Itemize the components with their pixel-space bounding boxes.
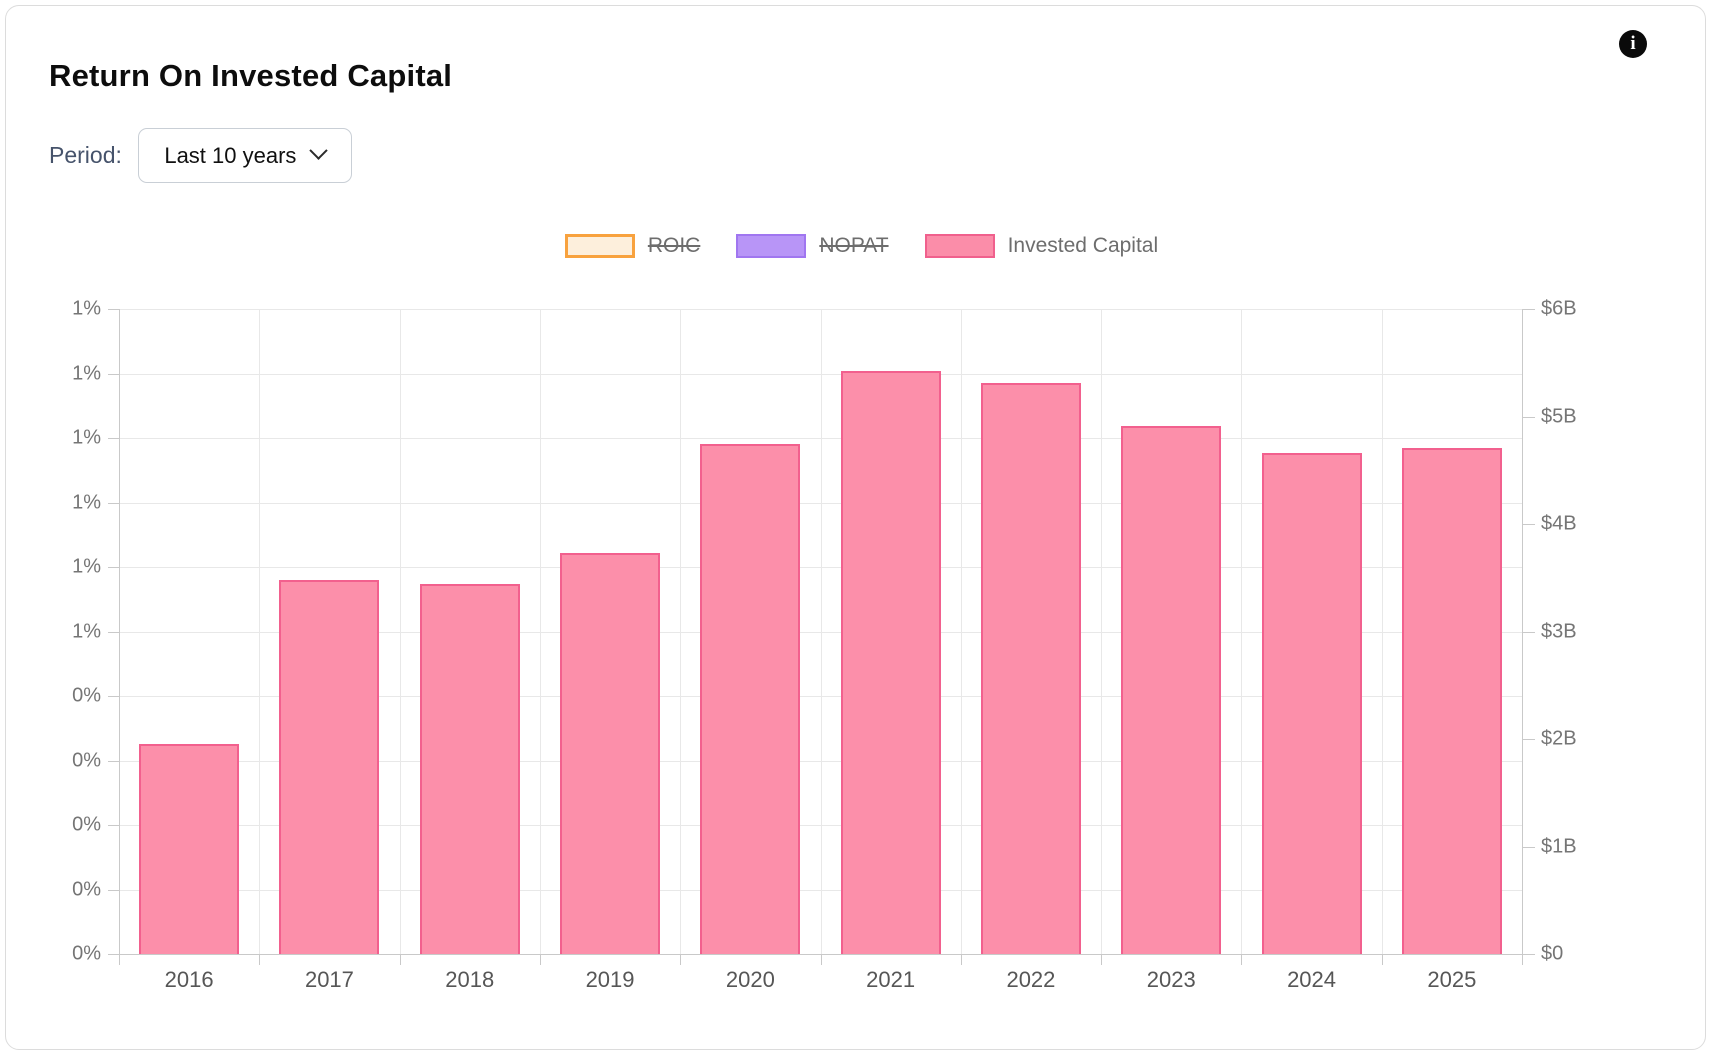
- legend-label: Invested Capital: [1007, 234, 1159, 257]
- right-axis-tick-label: $2B: [1541, 727, 1577, 750]
- x-axis-tick: [960, 954, 962, 965]
- right-axis-tick: [1522, 524, 1535, 525]
- right-axis-tick-label: $6B: [1541, 297, 1577, 320]
- left-axis-tick: [108, 889, 119, 891]
- legend-item-roic[interactable]: ROIC: [564, 234, 701, 258]
- roic-bar-chart: 1% 1% 1% 1% 1% 1% 0% 0% 0% 0% 0% $6B $5B $4B $3B $2B $1B…: [6, 6, 1711, 1061]
- left-axis-tick: [108, 309, 119, 310]
- bar-2024[interactable]: [1261, 453, 1362, 954]
- x-axis-label-2024: 2024: [1287, 967, 1337, 992]
- x-axis-tick: [820, 954, 822, 965]
- left-axis-tick-label: 1%: [72, 426, 101, 449]
- gridline-vertical: [119, 309, 120, 954]
- right-axis-tick-label: $1B: [1541, 835, 1577, 857]
- left-axis-tick: [108, 760, 119, 762]
- period-row: Period: Last 10 years: [49, 128, 352, 183]
- right-axis-tick: [1522, 954, 1535, 955]
- x-axis-label-2020: 2020: [725, 967, 775, 992]
- left-axis-tick: [108, 567, 119, 568]
- gridline-vertical: [960, 309, 962, 954]
- gridline-vertical: [539, 309, 541, 954]
- gridline-vertical: [1241, 309, 1243, 954]
- x-axis-tick: [680, 954, 682, 965]
- right-axis-tick: [1522, 631, 1535, 633]
- chart-legend: ROIC NOPAT Invested Capital: [6, 234, 1711, 258]
- legend-label: NOPAT: [819, 234, 889, 257]
- right-axis-tick: [1522, 416, 1535, 418]
- left-axis-tick: [108, 954, 119, 955]
- left-axis-tick: [108, 696, 119, 697]
- left-axis-tick-label: 0%: [72, 813, 101, 836]
- right-axis-tick-label: $0: [1541, 942, 1564, 965]
- gridline-vertical: [820, 309, 822, 954]
- gridline-vertical: [680, 309, 682, 954]
- legend-label: ROIC: [647, 234, 701, 257]
- left-axis-tick-label: 0%: [72, 749, 101, 771]
- x-axis-tick: [119, 954, 120, 965]
- period-select[interactable]: Last 10 years: [137, 128, 352, 183]
- left-axis-tick-label: 1%: [72, 491, 101, 513]
- bar-2023[interactable]: [1121, 426, 1222, 954]
- bar-2016[interactable]: [139, 744, 240, 954]
- legend-swatch-icon: [564, 234, 635, 258]
- roic-card: Return On Invested Capital i Period: Las…: [5, 5, 1706, 1050]
- info-icon[interactable]: i: [1619, 30, 1647, 58]
- gridline-vertical: [1381, 309, 1383, 954]
- x-axis-tick: [1101, 954, 1103, 965]
- x-axis-label-2023: 2023: [1146, 967, 1196, 992]
- page-title: Return On Invested Capital: [49, 58, 453, 93]
- x-axis-label-2018: 2018: [445, 967, 495, 992]
- legend-swatch-icon: [924, 234, 995, 258]
- x-axis-label-2019: 2019: [585, 967, 635, 992]
- right-axis-tick-label: $5B: [1541, 405, 1577, 427]
- x-axis-label-2016: 2016: [164, 967, 214, 992]
- legend-item-invested-capital[interactable]: Invested Capital: [924, 234, 1159, 258]
- legend-item-nopat[interactable]: NOPAT: [736, 234, 889, 258]
- bar-2020[interactable]: [700, 444, 801, 954]
- x-axis-tick: [399, 954, 401, 965]
- period-label: Period:: [49, 142, 122, 168]
- left-axis-tick-label: 1%: [72, 620, 101, 642]
- x-axis-label-2025: 2025: [1427, 967, 1477, 992]
- bar-2022[interactable]: [980, 383, 1081, 954]
- left-axis-tick-label: 0%: [72, 878, 101, 900]
- x-axis-tick: [1381, 954, 1383, 965]
- left-axis-tick-label: 0%: [72, 942, 101, 965]
- left-axis-tick-label: 1%: [72, 555, 101, 578]
- x-axis-label-2022: 2022: [1006, 967, 1056, 992]
- gridline-vertical: [399, 309, 401, 954]
- x-axis-tick: [539, 954, 541, 965]
- right-axis-tick-label: $3B: [1541, 620, 1577, 642]
- period-select-value: Last 10 years: [164, 142, 297, 168]
- bar-2021[interactable]: [840, 371, 941, 954]
- x-axis-tick: [1522, 954, 1523, 965]
- bar-2019[interactable]: [560, 553, 661, 954]
- right-axis-tick: [1522, 846, 1535, 848]
- right-axis-tick: [1522, 309, 1535, 310]
- x-axis-tick: [259, 954, 261, 965]
- left-axis-tick: [108, 631, 119, 633]
- left-axis-tick-label: 0%: [72, 684, 101, 707]
- gridline-vertical: [259, 309, 261, 954]
- left-axis-tick: [108, 373, 119, 375]
- x-axis-tick: [1241, 954, 1243, 965]
- left-axis-tick: [108, 825, 119, 826]
- right-axis-tick: [1522, 739, 1535, 740]
- legend-swatch-icon: [736, 234, 807, 258]
- left-axis-tick: [108, 502, 119, 504]
- bar-2018[interactable]: [419, 584, 520, 954]
- x-axis-label-2021: 2021: [866, 967, 916, 992]
- bar-2017[interactable]: [279, 579, 380, 954]
- bar-2025[interactable]: [1401, 447, 1502, 954]
- left-axis-tick-label: 1%: [72, 297, 101, 320]
- left-axis-tick-label: 1%: [72, 362, 101, 384]
- x-axis-label-2017: 2017: [304, 967, 354, 992]
- gridline-vertical: [1101, 309, 1103, 954]
- left-axis-tick: [108, 438, 119, 439]
- right-axis-tick-label: $4B: [1541, 512, 1577, 535]
